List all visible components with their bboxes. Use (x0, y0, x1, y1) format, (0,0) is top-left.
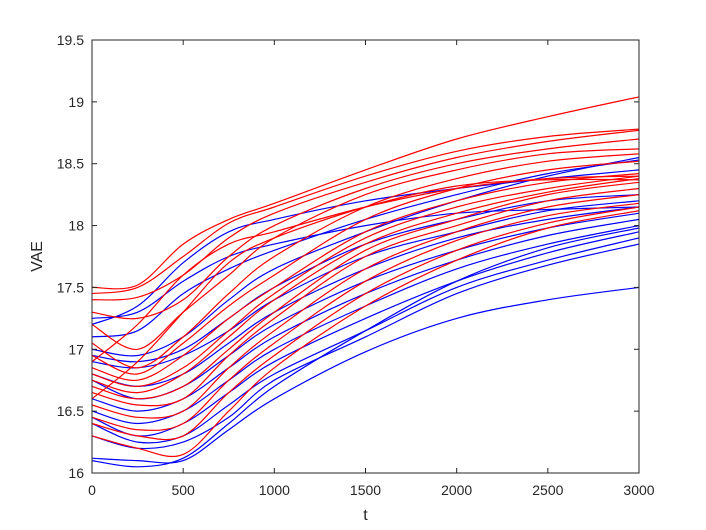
x-axis-label: t (363, 507, 368, 524)
x-tick-label: 0 (88, 482, 96, 498)
series-line-blue-32 (91, 286, 640, 464)
series-line-red-15 (91, 206, 640, 441)
series-line-red-10 (91, 178, 640, 394)
y-tick-label: 18 (68, 218, 84, 234)
series-line-red-7 (91, 160, 640, 375)
series-line-blue-24 (91, 200, 640, 369)
x-tick-label: 1000 (259, 482, 290, 498)
y-tick-label: 19.5 (57, 32, 84, 48)
x-tick-label: 2000 (441, 482, 472, 498)
y-axis-ticks: 16 16.5 17 17.5 18 18.5 19 19.5 (57, 32, 639, 481)
series-line-red-18 (91, 178, 640, 400)
x-axis-ticks: 0 500 1000 1500 2000 2500 3000 (88, 40, 655, 498)
y-axis-label: VAE (29, 241, 46, 272)
x-tick-label: 2500 (532, 482, 563, 498)
series-line-blue-31 (91, 243, 640, 450)
y-tick-label: 16 (68, 465, 84, 481)
y-tick-label: 18.5 (57, 156, 84, 172)
x-tick-label: 1500 (350, 482, 381, 498)
y-tick-label: 19 (68, 94, 84, 110)
y-tick-label: 17.5 (57, 279, 84, 295)
series-line-red-13 (91, 194, 640, 419)
series-line-red-1 (91, 96, 640, 290)
series-line-red-12 (91, 187, 640, 407)
x-tick-label: 3000 (623, 482, 654, 498)
series-line-red-3 (91, 129, 640, 301)
series-layer (91, 96, 640, 468)
series-line-blue-30 (91, 237, 640, 444)
y-tick-label: 17 (68, 341, 84, 357)
series-line-red-16 (91, 210, 640, 458)
series-line-blue-27 (91, 218, 640, 412)
series-line-red-5 (91, 148, 640, 350)
y-tick-label: 16.5 (57, 403, 84, 419)
series-line-blue-33 (91, 227, 640, 468)
series-line-red-14 (91, 202, 640, 431)
series-line-red-2 (91, 128, 640, 295)
x-tick-label: 500 (171, 482, 195, 498)
series-line-red-6 (91, 153, 640, 369)
series-line-blue-28 (91, 225, 640, 425)
series-line-red-4 (91, 138, 640, 320)
series-line-red-9 (91, 175, 640, 388)
series-line-red-8 (91, 173, 640, 381)
series-line-red-11 (91, 181, 640, 400)
